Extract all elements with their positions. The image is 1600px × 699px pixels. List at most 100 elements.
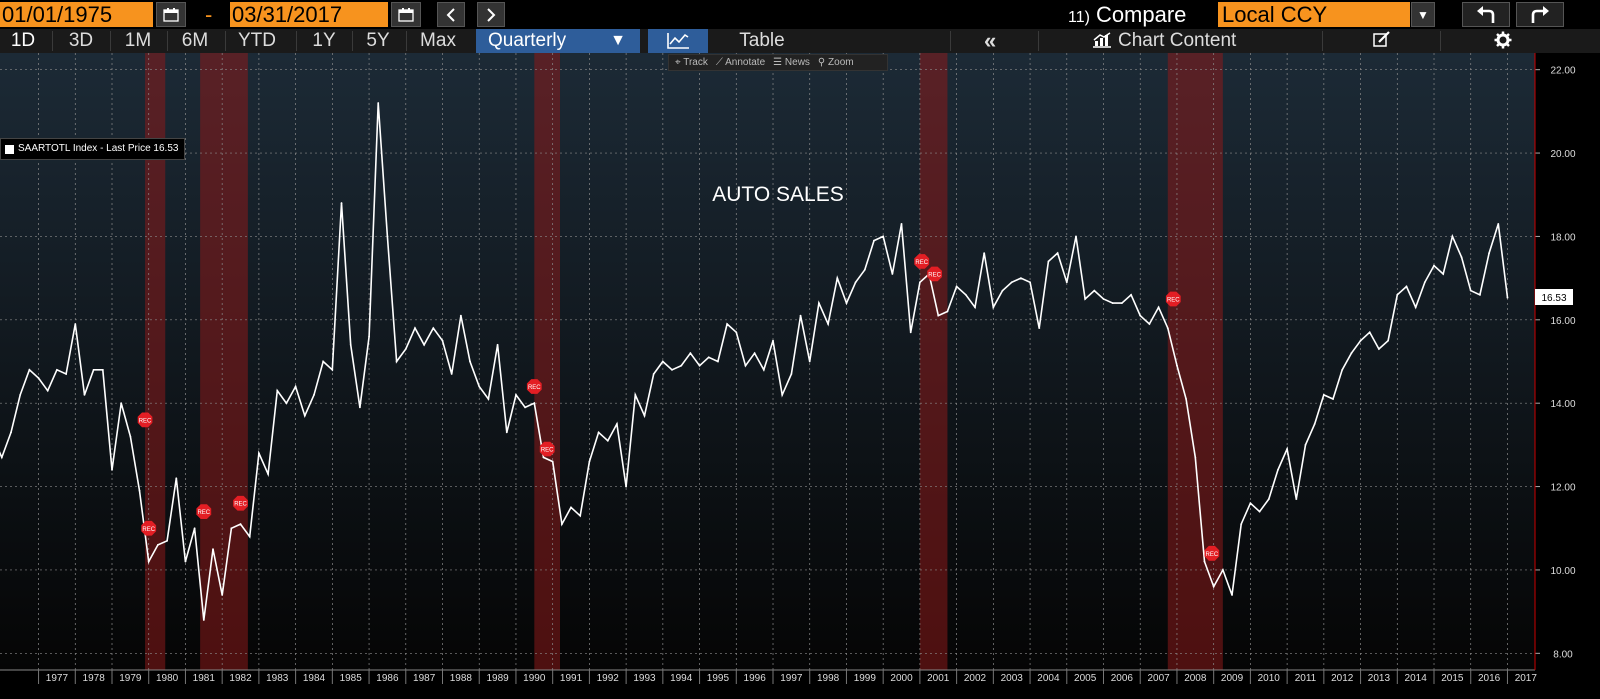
data-point [432,327,435,330]
data-point [1277,468,1279,471]
data-point [313,393,315,396]
tab-period-1d[interactable]: 1D [10,30,36,51]
data-point [459,314,462,317]
recession-marker-label: REC [139,418,152,424]
data-point [423,343,426,346]
recession-marker-shape [927,266,942,282]
plot-background [0,53,1535,670]
data-point [1157,306,1160,309]
collapse-panel-icon[interactable]: « [984,28,997,53]
data-point [478,385,481,388]
line-chart-view-button[interactable] [648,29,708,53]
data-point [1322,393,1325,396]
tab-period-3d[interactable]: 3D [68,30,94,51]
track-label: Track [683,57,708,68]
recession-marker-label: REC [541,448,554,454]
x-tick-label: 2006 [1111,673,1134,684]
tab-period-1m[interactable]: 1M [124,30,152,51]
chart-content-button[interactable]: Chart Content [1092,29,1302,53]
data-point [1221,569,1224,571]
data-point [974,306,976,309]
chevron-left-icon[interactable] [437,2,465,27]
series-legend[interactable]: SAARTOTL Index - Last Price 16.53 [0,138,186,160]
recession-marker-shape [137,412,153,428]
y-axis-panel [1535,53,1600,670]
auto-sales-chart[interactable]: 22.0020.0018.0016.0014.0012.0010.008.00 … [0,53,1600,699]
data-point [1148,323,1151,325]
data-point [395,360,398,363]
y-tick-label: 18.00 [1550,232,1575,243]
data-point [946,310,949,313]
chart-title: AUTO SALES [712,183,844,206]
data-point [1093,289,1096,292]
top-toolbar: 01/01/1975 - 03/31/2017 11) Compare Local… [0,0,1600,29]
x-tick-label: 2000 [890,673,913,684]
data-point [1359,339,1362,342]
data-point [1332,398,1334,400]
x-tick-label: 1986 [376,673,399,684]
chevron-right-icon[interactable] [477,2,505,27]
news-tool[interactable]: ☰ News [773,57,810,68]
zoom-tool[interactable]: ⚲ Zoom [817,57,854,68]
compare-button[interactable]: 11) Compare [1068,2,1186,30]
tab-period-6m[interactable]: 6M [181,30,209,51]
recession-marker-shape [526,379,542,394]
chart-content-label: Chart Content [1118,30,1237,51]
data-point [652,373,655,375]
tab-period-1y[interactable]: 1Y [312,30,336,51]
calendar-icon[interactable] [156,2,186,27]
data-point [19,393,22,396]
tab-period-max[interactable]: Max [420,30,456,51]
end-date-input[interactable]: 03/31/2017 [230,2,388,27]
tab-period-5y[interactable]: 5Y [366,30,390,51]
recession-band [145,53,166,670]
data-point [854,281,857,284]
recession-marker-shape [1204,545,1220,561]
recession-marker-shape [196,504,212,519]
data-point [1341,368,1344,371]
x-tick-label: 1996 [744,673,767,684]
line-chart-icon [667,33,689,49]
data-point [1203,560,1206,563]
compare-shortcut-number: 11) [1068,9,1090,26]
x-tick-label: 2008 [1184,673,1207,684]
frequency-select[interactable]: Quarterly ▼ [476,29,640,53]
recession-marker: REC [539,441,555,457]
data-point [818,302,820,305]
data-point [505,431,508,434]
start-date-input[interactable]: 01/01/1975 [0,2,153,27]
data-point [1102,298,1105,300]
recession-marker: REC [233,495,248,511]
data-point [331,368,334,371]
data-point [285,402,288,405]
data-point [1451,235,1454,238]
tab-period-ytd[interactable]: YTD [238,30,276,51]
x-tick-label: 2005 [1074,673,1097,684]
calendar-icon[interactable] [391,2,421,27]
undo-icon[interactable] [1462,2,1510,27]
gear-icon[interactable] [1494,29,1518,53]
data-point [74,323,77,325]
x-tick-label: 1988 [450,673,473,684]
y-tick-label: 10.00 [1550,566,1575,577]
annotate-tool[interactable]: ⟋ Annotate [715,57,766,68]
data-point [909,331,912,334]
chart-tool-strip: ⌖ Track ⟋ Annotate ☰ News ⚲ Zoom [668,54,888,71]
data-point [404,348,407,350]
recession-marker-label: REC [915,260,928,266]
x-tick-label: 2013 [1368,673,1391,684]
currency-select[interactable]: Local CCY [1218,2,1410,27]
data-point [65,373,68,375]
data-point [671,368,673,371]
recession-marker: REC [1165,291,1181,307]
data-point [1350,352,1353,355]
chart-content-icon [1093,32,1111,48]
table-view-button[interactable]: Table [739,30,785,51]
data-point [1378,348,1380,350]
edit-icon[interactable] [1372,29,1402,53]
recession-marker-label: REC [1206,552,1219,558]
dropdown-arrow-icon[interactable]: ▼ [1411,2,1435,27]
redo-icon[interactable] [1516,2,1564,27]
y-tick-label: 8.00 [1553,649,1573,660]
track-tool[interactable]: ⌖ Track [675,57,708,68]
